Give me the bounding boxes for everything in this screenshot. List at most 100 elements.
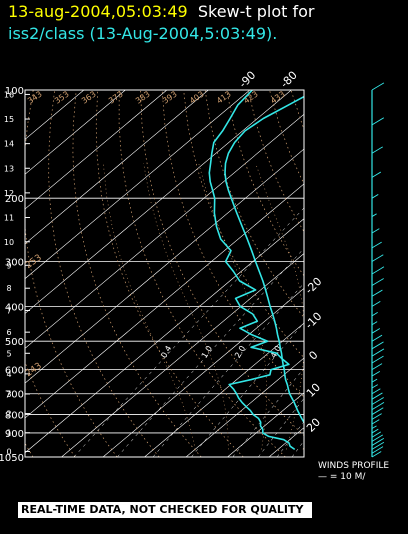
pressure-tick-label: 600 — [5, 366, 24, 377]
height-tick-label: 14 — [4, 140, 14, 149]
pressure-tick-label: 500 — [5, 337, 24, 348]
wind-barb — [371, 446, 384, 454]
title-timestamp: 13-aug-2004,05:03:49 — [8, 2, 188, 21]
height-tick-label: 0 — [6, 447, 11, 456]
temperature-trace — [224, 95, 304, 424]
mixing-ratio-line — [315, 153, 408, 457]
pressure-tick-label: 400 — [5, 302, 24, 313]
isotherm-line — [25, 218, 304, 454]
theta-label-top: 433 — [269, 90, 287, 106]
wind-barb — [371, 289, 383, 297]
height-tick-label: 6 — [6, 328, 11, 337]
moist-adiabat-line — [302, 163, 304, 450]
pressure-tick-label: 200 — [5, 194, 24, 205]
isotherm-line — [25, 90, 292, 314]
wind-barb — [371, 194, 379, 199]
wind-barb — [371, 451, 382, 458]
isotherm-label-right: 10 — [304, 381, 323, 400]
dry-adiabat-line — [48, 90, 160, 457]
skew-t-grid — [25, 90, 408, 457]
dry-adiabat-line — [356, 90, 408, 457]
isotherm-line — [268, 427, 304, 457]
isotherm-label-right: 20 — [304, 416, 323, 435]
height-tick-label: 12 — [4, 189, 14, 198]
wind-barb — [371, 278, 384, 286]
height-tick-label: 2 — [6, 410, 11, 419]
dry-adiabat-line — [290, 90, 304, 130]
mixing-ratio-line — [304, 153, 408, 457]
isotherm-line — [25, 90, 126, 175]
wind-barb — [371, 397, 384, 405]
mixing-ratio-line — [152, 282, 304, 457]
wind-barb — [371, 321, 378, 326]
moist-adiabat-line — [103, 163, 196, 450]
wind-barb — [371, 300, 381, 307]
dry-adiabat-line — [398, 90, 408, 457]
height-tick-label: 11 — [4, 214, 14, 223]
isotherm-label-top: -80 — [278, 69, 300, 91]
wind-barb — [371, 328, 381, 334]
theta-label-top: 403 — [188, 90, 206, 106]
wind-barb — [371, 437, 385, 446]
mixing-ratio-line — [117, 247, 304, 457]
title-label: Skew-t plot for — [197, 2, 315, 21]
axis-labels: 1002003004005006007008009001050012345678… — [0, 69, 324, 464]
wind-barb — [371, 171, 382, 178]
theta-label-left: 243 — [24, 361, 44, 379]
dry-adiabat-line — [25, 90, 118, 457]
height-tick-label: 9 — [6, 261, 11, 270]
dry-adiabat-line — [313, 90, 408, 457]
dry-adiabat-line — [334, 90, 408, 457]
wind-barb — [371, 341, 384, 350]
theta-label-top: 413 — [215, 90, 233, 106]
mixing-ratio-line — [258, 398, 304, 457]
pressure-tick-label: 900 — [5, 429, 24, 440]
wind-barb — [371, 419, 380, 425]
wind-barb — [371, 441, 385, 450]
wind-barb — [371, 254, 384, 262]
mixing-ratio-line — [276, 421, 304, 457]
isotherm-line — [144, 322, 304, 457]
theta-label-top: 363 — [80, 90, 98, 106]
wind-barb — [371, 213, 377, 217]
mixing-ratio-lower-label: 2.0 — [233, 344, 247, 360]
wind-profile — [371, 82, 385, 458]
isotherm-line — [102, 287, 304, 457]
isotherm-line — [25, 90, 251, 280]
isotherm-line — [61, 253, 304, 457]
moist-adiabat-line — [255, 163, 304, 450]
winds-profile-label: WINDS PROFILE — = 10 M/ — [318, 461, 389, 483]
wind-barb — [371, 431, 382, 438]
pressure-tick-label: 700 — [5, 390, 24, 401]
wind-barb — [371, 117, 385, 126]
plot-frame — [24, 89, 305, 458]
isotherm-label-right: -10 — [303, 310, 325, 332]
mixing-ratio-lower-label: 1.0 — [200, 344, 214, 360]
isotherm-label-right: 0 — [306, 348, 320, 362]
dry-adiabat-line — [161, 90, 304, 398]
height-tick-label: 3 — [6, 390, 11, 399]
isotherm-line — [25, 113, 304, 349]
winds-profile-title: WINDS PROFILE — [318, 461, 390, 471]
isotherm-line — [227, 392, 304, 457]
isotherm-line — [25, 183, 304, 419]
moist-adiabat-line — [320, 163, 374, 449]
isotherm-line — [25, 90, 209, 245]
wind-barb — [371, 370, 381, 377]
height-tick-label: 16 — [4, 90, 14, 99]
mixing-ratio-line — [333, 153, 408, 457]
pressure-tick-label: 1050 — [0, 453, 24, 464]
wind-barb — [371, 312, 378, 317]
theta-label-left: 253 — [24, 253, 44, 271]
dry-adiabat-line — [247, 90, 304, 233]
wind-barb — [371, 434, 383, 442]
wind-barb — [371, 413, 382, 420]
theta-label-top: 343 — [26, 90, 44, 106]
wind-barb — [371, 334, 383, 342]
wind-barb — [371, 402, 385, 410]
mixing-ratio-line — [232, 367, 304, 457]
wind-barb — [371, 388, 381, 395]
height-tick-label: 15 — [4, 115, 14, 124]
wind-barb — [371, 228, 380, 234]
height-tick-label: 13 — [4, 164, 14, 173]
